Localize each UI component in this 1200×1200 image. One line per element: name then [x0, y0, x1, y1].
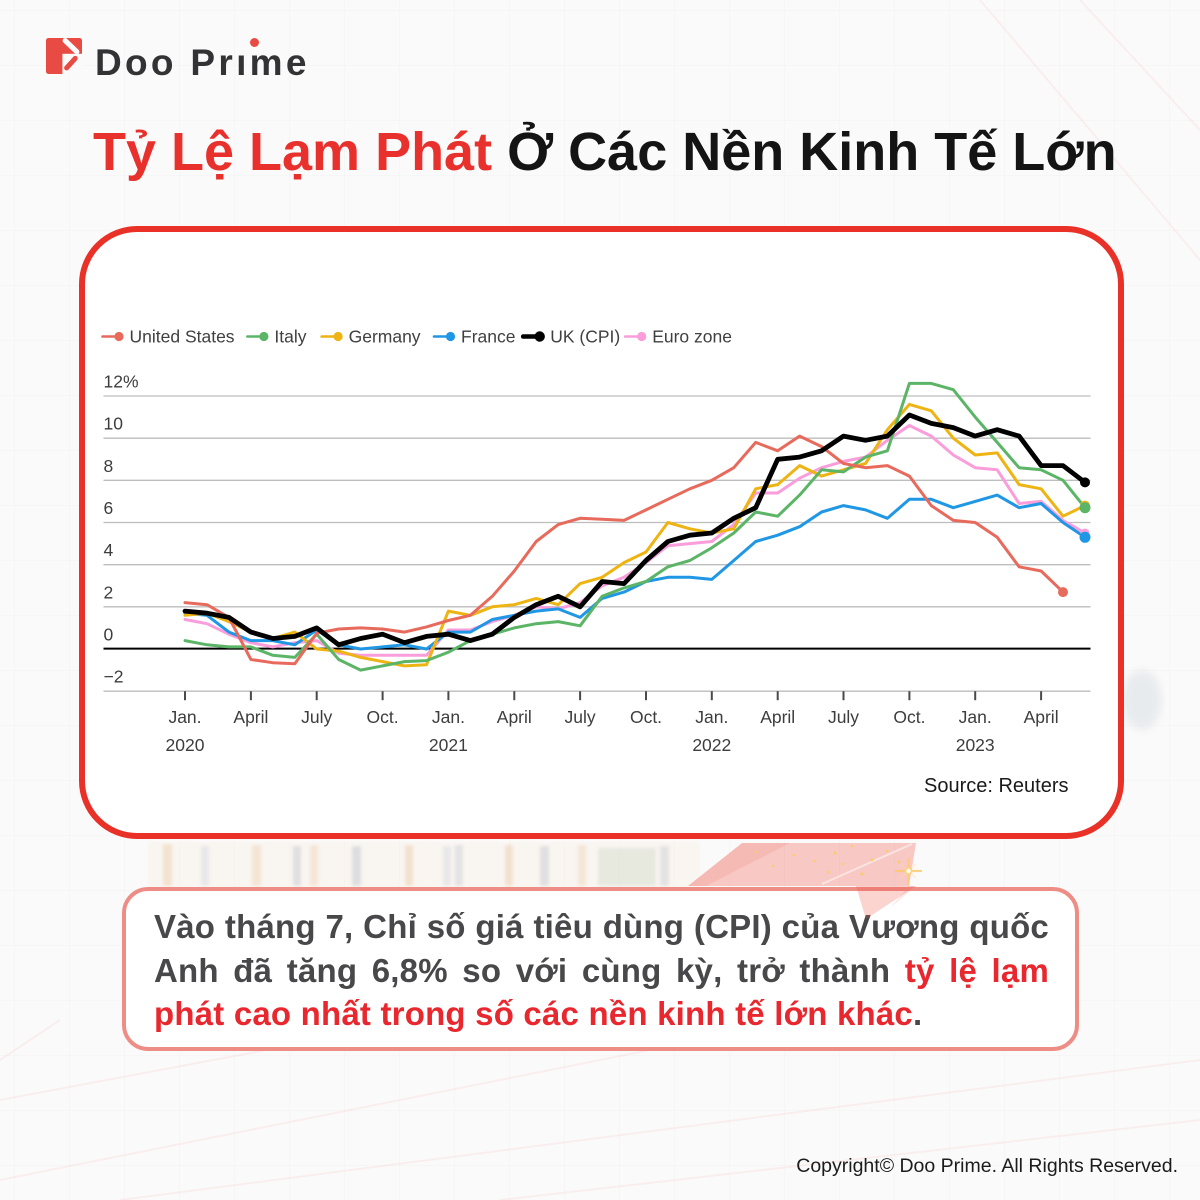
- svg-text:Source: Reuters: Source: Reuters: [924, 775, 1069, 797]
- svg-text:July: July: [301, 707, 332, 727]
- svg-text:8: 8: [104, 456, 114, 476]
- svg-text:10: 10: [104, 414, 124, 434]
- svg-text:April: April: [1024, 707, 1059, 727]
- svg-text:Jan.: Jan.: [695, 707, 728, 727]
- svg-text:July: July: [828, 707, 859, 727]
- svg-text:Germany: Germany: [349, 327, 421, 347]
- svg-text:2022: 2022: [692, 735, 731, 755]
- svg-text:April: April: [497, 707, 532, 727]
- svg-text:−2: −2: [104, 667, 124, 687]
- svg-text:2023: 2023: [956, 735, 995, 755]
- svg-text:Oct.: Oct.: [367, 707, 399, 727]
- svg-text:0: 0: [104, 625, 114, 645]
- svg-text:United States: United States: [130, 327, 235, 347]
- svg-text:Jan.: Jan.: [168, 707, 201, 727]
- svg-text:Italy: Italy: [274, 327, 306, 347]
- svg-text:Euro zone: Euro zone: [652, 327, 732, 347]
- svg-text:Jan.: Jan.: [432, 707, 465, 727]
- svg-text:Jan.: Jan.: [959, 707, 992, 727]
- svg-text:4: 4: [104, 540, 114, 560]
- svg-text:France: France: [461, 327, 515, 347]
- svg-text:2: 2: [104, 582, 114, 602]
- svg-text:12%: 12%: [104, 372, 139, 392]
- svg-text:Oct.: Oct.: [893, 707, 925, 727]
- svg-text:6: 6: [104, 498, 114, 518]
- svg-text:2020: 2020: [166, 735, 205, 755]
- svg-text:April: April: [760, 707, 795, 727]
- svg-text:April: April: [233, 707, 268, 727]
- svg-text:July: July: [565, 707, 596, 727]
- svg-text:Oct.: Oct.: [630, 707, 662, 727]
- svg-text:2021: 2021: [429, 735, 468, 755]
- svg-text:UK (CPI): UK (CPI): [550, 327, 620, 347]
